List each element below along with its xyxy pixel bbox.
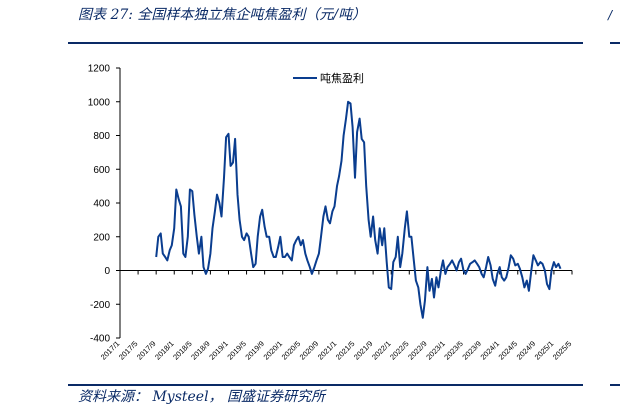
legend-label: 吨焦盈利 — [320, 72, 364, 85]
source-note: 资料来源： Mysteel， 国盛证券研究所 — [78, 389, 326, 405]
x-tick-label: 2023/9 — [460, 339, 483, 362]
x-axis: 2017/12017/52017/92018/12018/52018/92019… — [99, 270, 574, 362]
x-tick-label: 2017/5 — [117, 339, 140, 362]
x-tick-label: 2018/9 — [189, 339, 212, 362]
x-tick-label: 2019/5 — [225, 339, 248, 362]
y-tick-label: -400 — [90, 334, 110, 345]
x-tick-label: 2022/1 — [370, 339, 393, 362]
adjacent-figure-rule-bottom — [610, 384, 620, 386]
x-tick-label: 2025/1 — [533, 339, 556, 362]
x-tick-label: 2020/5 — [280, 339, 303, 362]
x-tick-label: 2019/9 — [243, 339, 266, 362]
adjacent-figure-rule-top — [610, 42, 620, 44]
x-tick-label: 2023/5 — [442, 339, 465, 362]
y-tick-label: 1000 — [88, 97, 111, 108]
x-tick-label: 2021/9 — [352, 339, 375, 362]
x-tick-label: 2023/1 — [424, 339, 447, 362]
figure-title: 图表 27: 全国样本独立焦企吨焦盈利（元/吨） — [78, 7, 367, 23]
adjacent-figure-fragment: / — [608, 8, 613, 22]
y-tick-label: 200 — [93, 232, 110, 243]
title-rule — [68, 42, 583, 44]
x-tick-label: 2018/1 — [153, 339, 176, 362]
x-tick-label: 2025/5 — [551, 339, 574, 362]
y-tick-label: -200 — [90, 300, 110, 311]
x-tick-label: 2018/5 — [171, 339, 194, 362]
x-tick-label: 2021/5 — [334, 339, 357, 362]
y-tick-label: 0 — [104, 266, 110, 277]
legend: 吨焦盈利 — [293, 72, 364, 85]
y-tick-label: 400 — [93, 199, 110, 210]
x-tick-label: 2017/9 — [135, 339, 158, 362]
x-tick-label: 2024/9 — [515, 339, 538, 362]
series-layer — [155, 100, 562, 319]
source-rule — [68, 384, 583, 386]
x-tick-label: 2024/1 — [478, 339, 501, 362]
y-tick-label: 1200 — [88, 64, 111, 75]
y-tick-label: 800 — [93, 131, 110, 142]
x-tick-label: 2020/9 — [298, 339, 321, 362]
x-tick-label: 2019/1 — [207, 339, 230, 362]
y-axis: -400 -200 0 200 400 600 800 1000 1200 — [88, 64, 121, 345]
x-tick-label: 2020/1 — [262, 339, 285, 362]
y-tick-label: 600 — [93, 165, 110, 176]
x-tick-label: 2021/1 — [316, 339, 339, 362]
series-line — [155, 100, 562, 319]
x-tick-label: 2022/5 — [388, 339, 411, 362]
x-tick-label: 2022/9 — [406, 339, 429, 362]
x-tick-label: 2024/5 — [497, 339, 520, 362]
